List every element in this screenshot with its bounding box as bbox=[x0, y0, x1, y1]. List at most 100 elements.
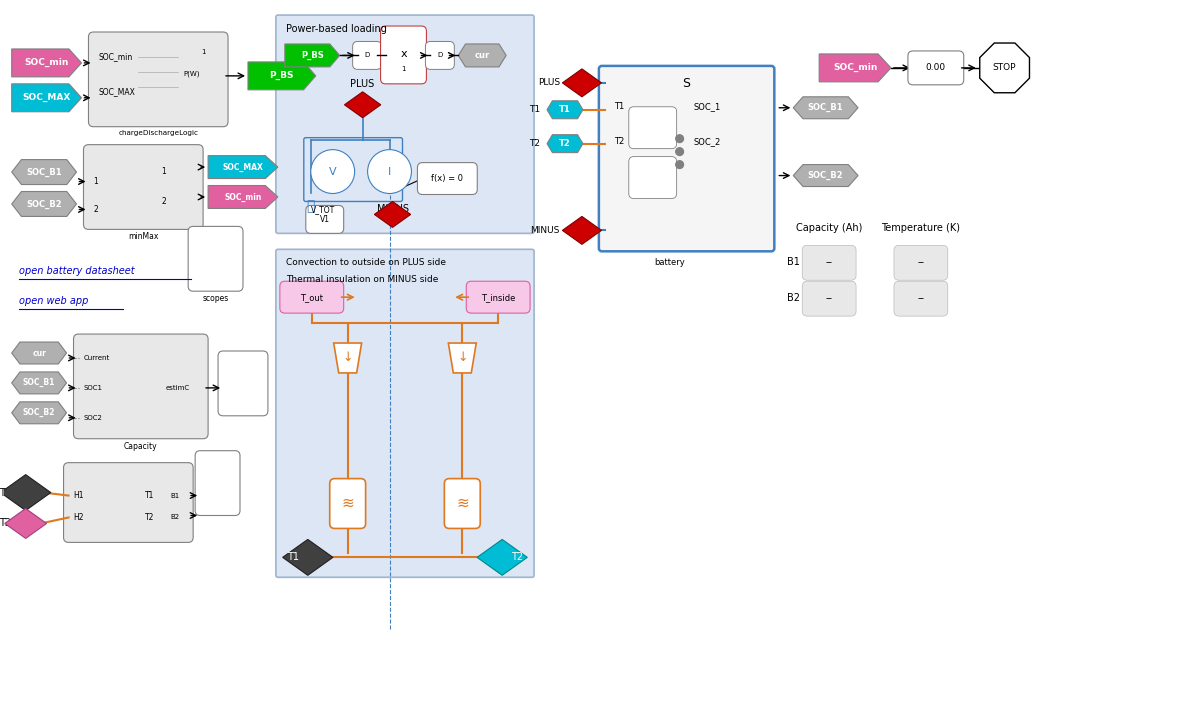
FancyBboxPatch shape bbox=[89, 32, 228, 126]
Text: V: V bbox=[329, 167, 336, 176]
Text: D: D bbox=[365, 52, 370, 59]
Polygon shape bbox=[208, 186, 278, 208]
Text: D: D bbox=[437, 52, 443, 59]
Text: P_BS: P_BS bbox=[301, 51, 324, 60]
Text: SOC1: SOC1 bbox=[84, 385, 102, 391]
Polygon shape bbox=[478, 539, 527, 575]
Text: SOC_MAX: SOC_MAX bbox=[23, 93, 71, 102]
Text: battery: battery bbox=[654, 258, 685, 268]
Text: T2: T2 bbox=[614, 137, 624, 146]
Text: H1: H1 bbox=[73, 491, 84, 500]
Text: ⏚: ⏚ bbox=[306, 200, 314, 213]
Polygon shape bbox=[284, 44, 340, 67]
Text: P_BS: P_BS bbox=[270, 71, 294, 80]
FancyBboxPatch shape bbox=[276, 15, 534, 234]
Polygon shape bbox=[12, 342, 66, 364]
Text: T1: T1 bbox=[0, 488, 11, 498]
Polygon shape bbox=[12, 191, 77, 217]
Text: Capacity: Capacity bbox=[124, 442, 157, 450]
Text: SOC_B1: SOC_B1 bbox=[808, 103, 844, 112]
Polygon shape bbox=[208, 155, 278, 179]
Text: STOP: STOP bbox=[992, 64, 1016, 73]
Polygon shape bbox=[344, 92, 380, 118]
FancyBboxPatch shape bbox=[418, 162, 478, 194]
Text: SOC_min: SOC_min bbox=[224, 193, 262, 201]
FancyBboxPatch shape bbox=[629, 107, 677, 149]
Circle shape bbox=[676, 160, 684, 169]
FancyBboxPatch shape bbox=[908, 51, 964, 85]
Polygon shape bbox=[793, 97, 858, 119]
Text: P(W): P(W) bbox=[184, 71, 199, 77]
Text: Thermal insulation on MINUS side: Thermal insulation on MINUS side bbox=[286, 275, 438, 285]
FancyBboxPatch shape bbox=[894, 281, 948, 316]
FancyBboxPatch shape bbox=[188, 227, 242, 291]
Text: --: -- bbox=[917, 293, 924, 303]
Text: SOC_B1: SOC_B1 bbox=[26, 167, 62, 176]
FancyBboxPatch shape bbox=[84, 145, 203, 229]
Circle shape bbox=[676, 135, 684, 143]
Text: S: S bbox=[683, 77, 691, 90]
Text: SOC_min: SOC_min bbox=[833, 64, 877, 73]
Text: ↓: ↓ bbox=[342, 352, 353, 364]
FancyBboxPatch shape bbox=[330, 479, 366, 529]
FancyBboxPatch shape bbox=[306, 205, 343, 234]
Text: MINUS: MINUS bbox=[530, 226, 560, 235]
Polygon shape bbox=[283, 539, 332, 575]
Text: T_inside: T_inside bbox=[481, 293, 515, 301]
Polygon shape bbox=[979, 43, 1030, 92]
Polygon shape bbox=[12, 372, 66, 394]
FancyBboxPatch shape bbox=[380, 26, 426, 84]
Text: B2: B2 bbox=[170, 515, 179, 520]
Text: f(x) = 0: f(x) = 0 bbox=[431, 174, 463, 183]
FancyBboxPatch shape bbox=[894, 246, 948, 280]
Text: chargeDischargeLogic: chargeDischargeLogic bbox=[119, 130, 198, 136]
Polygon shape bbox=[0, 474, 50, 510]
FancyBboxPatch shape bbox=[803, 246, 856, 280]
Text: estimC: estimC bbox=[166, 385, 190, 391]
Polygon shape bbox=[449, 343, 476, 373]
FancyBboxPatch shape bbox=[467, 281, 530, 313]
Polygon shape bbox=[334, 343, 361, 373]
Text: 0.00: 0.00 bbox=[925, 64, 946, 73]
Polygon shape bbox=[458, 44, 506, 67]
Text: x: x bbox=[400, 49, 407, 59]
Text: B1: B1 bbox=[787, 257, 800, 268]
Polygon shape bbox=[547, 101, 583, 119]
FancyBboxPatch shape bbox=[599, 66, 774, 251]
Text: SOC_1: SOC_1 bbox=[694, 102, 721, 112]
Text: SOC_B1: SOC_B1 bbox=[23, 378, 55, 388]
Text: open battery datasheet: open battery datasheet bbox=[19, 266, 134, 276]
Polygon shape bbox=[547, 135, 583, 152]
Text: --: -- bbox=[826, 293, 833, 303]
FancyBboxPatch shape bbox=[276, 249, 534, 578]
Text: 2: 2 bbox=[94, 205, 98, 214]
FancyBboxPatch shape bbox=[426, 42, 455, 69]
Text: PLUS: PLUS bbox=[538, 78, 560, 88]
Text: B1: B1 bbox=[170, 493, 180, 498]
Text: Capacity (Ah): Capacity (Ah) bbox=[796, 223, 863, 234]
Polygon shape bbox=[12, 84, 82, 112]
Polygon shape bbox=[563, 217, 601, 244]
Text: PLUS: PLUS bbox=[350, 79, 374, 89]
Text: T1: T1 bbox=[529, 105, 540, 114]
Text: 1: 1 bbox=[161, 167, 166, 176]
Text: 1: 1 bbox=[202, 49, 205, 55]
FancyBboxPatch shape bbox=[280, 281, 343, 313]
Text: V1: V1 bbox=[319, 215, 330, 224]
Polygon shape bbox=[793, 164, 858, 186]
Text: ↓: ↓ bbox=[457, 352, 468, 364]
Text: 1: 1 bbox=[94, 177, 98, 186]
Text: SOC_2: SOC_2 bbox=[694, 137, 721, 146]
Text: T1: T1 bbox=[559, 105, 571, 114]
Text: T1: T1 bbox=[287, 552, 299, 563]
Circle shape bbox=[311, 150, 355, 193]
Text: Power-based loading: Power-based loading bbox=[286, 24, 386, 34]
Text: Convection to outside on PLUS side: Convection to outside on PLUS side bbox=[286, 258, 446, 268]
Text: --: -- bbox=[917, 257, 924, 268]
Text: ≋: ≋ bbox=[341, 496, 354, 511]
FancyBboxPatch shape bbox=[803, 281, 856, 316]
FancyBboxPatch shape bbox=[64, 462, 193, 542]
Circle shape bbox=[676, 148, 684, 155]
Text: SOC_B2: SOC_B2 bbox=[26, 199, 62, 208]
Text: I: I bbox=[388, 167, 391, 176]
